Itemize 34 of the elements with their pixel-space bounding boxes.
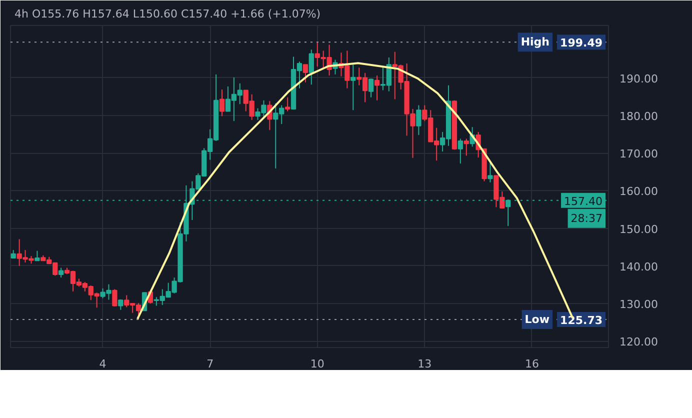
candlestick [219, 88, 225, 117]
candlestick [112, 288, 118, 307]
ref-line-label: 125.73 [560, 314, 603, 328]
y-tick-label: 180.00 [620, 110, 658, 123]
y-tick-label: 140.00 [620, 260, 658, 274]
x-tick-label: 13 [418, 358, 432, 370]
y-tick-label: 190.00 [620, 72, 658, 86]
y-tick-label: 170.00 [620, 148, 658, 161]
candlestick [34, 250, 40, 262]
candlestick [374, 75, 380, 101]
candlestick [416, 104, 422, 136]
candlestick [308, 49, 314, 86]
annotation: 28:37 [570, 212, 603, 225]
annotation: Low [524, 313, 550, 326]
ref-line-label: 157.40 [564, 194, 603, 208]
candlestick [458, 138, 464, 164]
candlestick [285, 96, 290, 112]
y-tick-label: 150.00 [620, 222, 658, 236]
y-tick-label: 120.00 [620, 336, 658, 349]
y-tick-label: 130.00 [620, 298, 658, 311]
candlestick [350, 64, 356, 111]
annotation: High [520, 36, 550, 49]
x-tick-label: 10 [310, 358, 324, 370]
candlestick [488, 161, 493, 183]
y-tick-label: 160.00 [620, 185, 658, 198]
candlestick [464, 138, 469, 156]
x-tick-label: 4 [99, 358, 106, 370]
candlestick [58, 267, 64, 278]
candlestick [368, 78, 374, 98]
x-tick-label: 16 [524, 358, 539, 370]
candlestick [302, 64, 308, 83]
x-tick-label: 7 [206, 358, 214, 370]
chart-title: 4h O155.76 H157.64 L150.60 C157.40 +1.66 (+1.07%) [14, 8, 321, 20]
ref-line-label: 199.49 [560, 36, 603, 50]
